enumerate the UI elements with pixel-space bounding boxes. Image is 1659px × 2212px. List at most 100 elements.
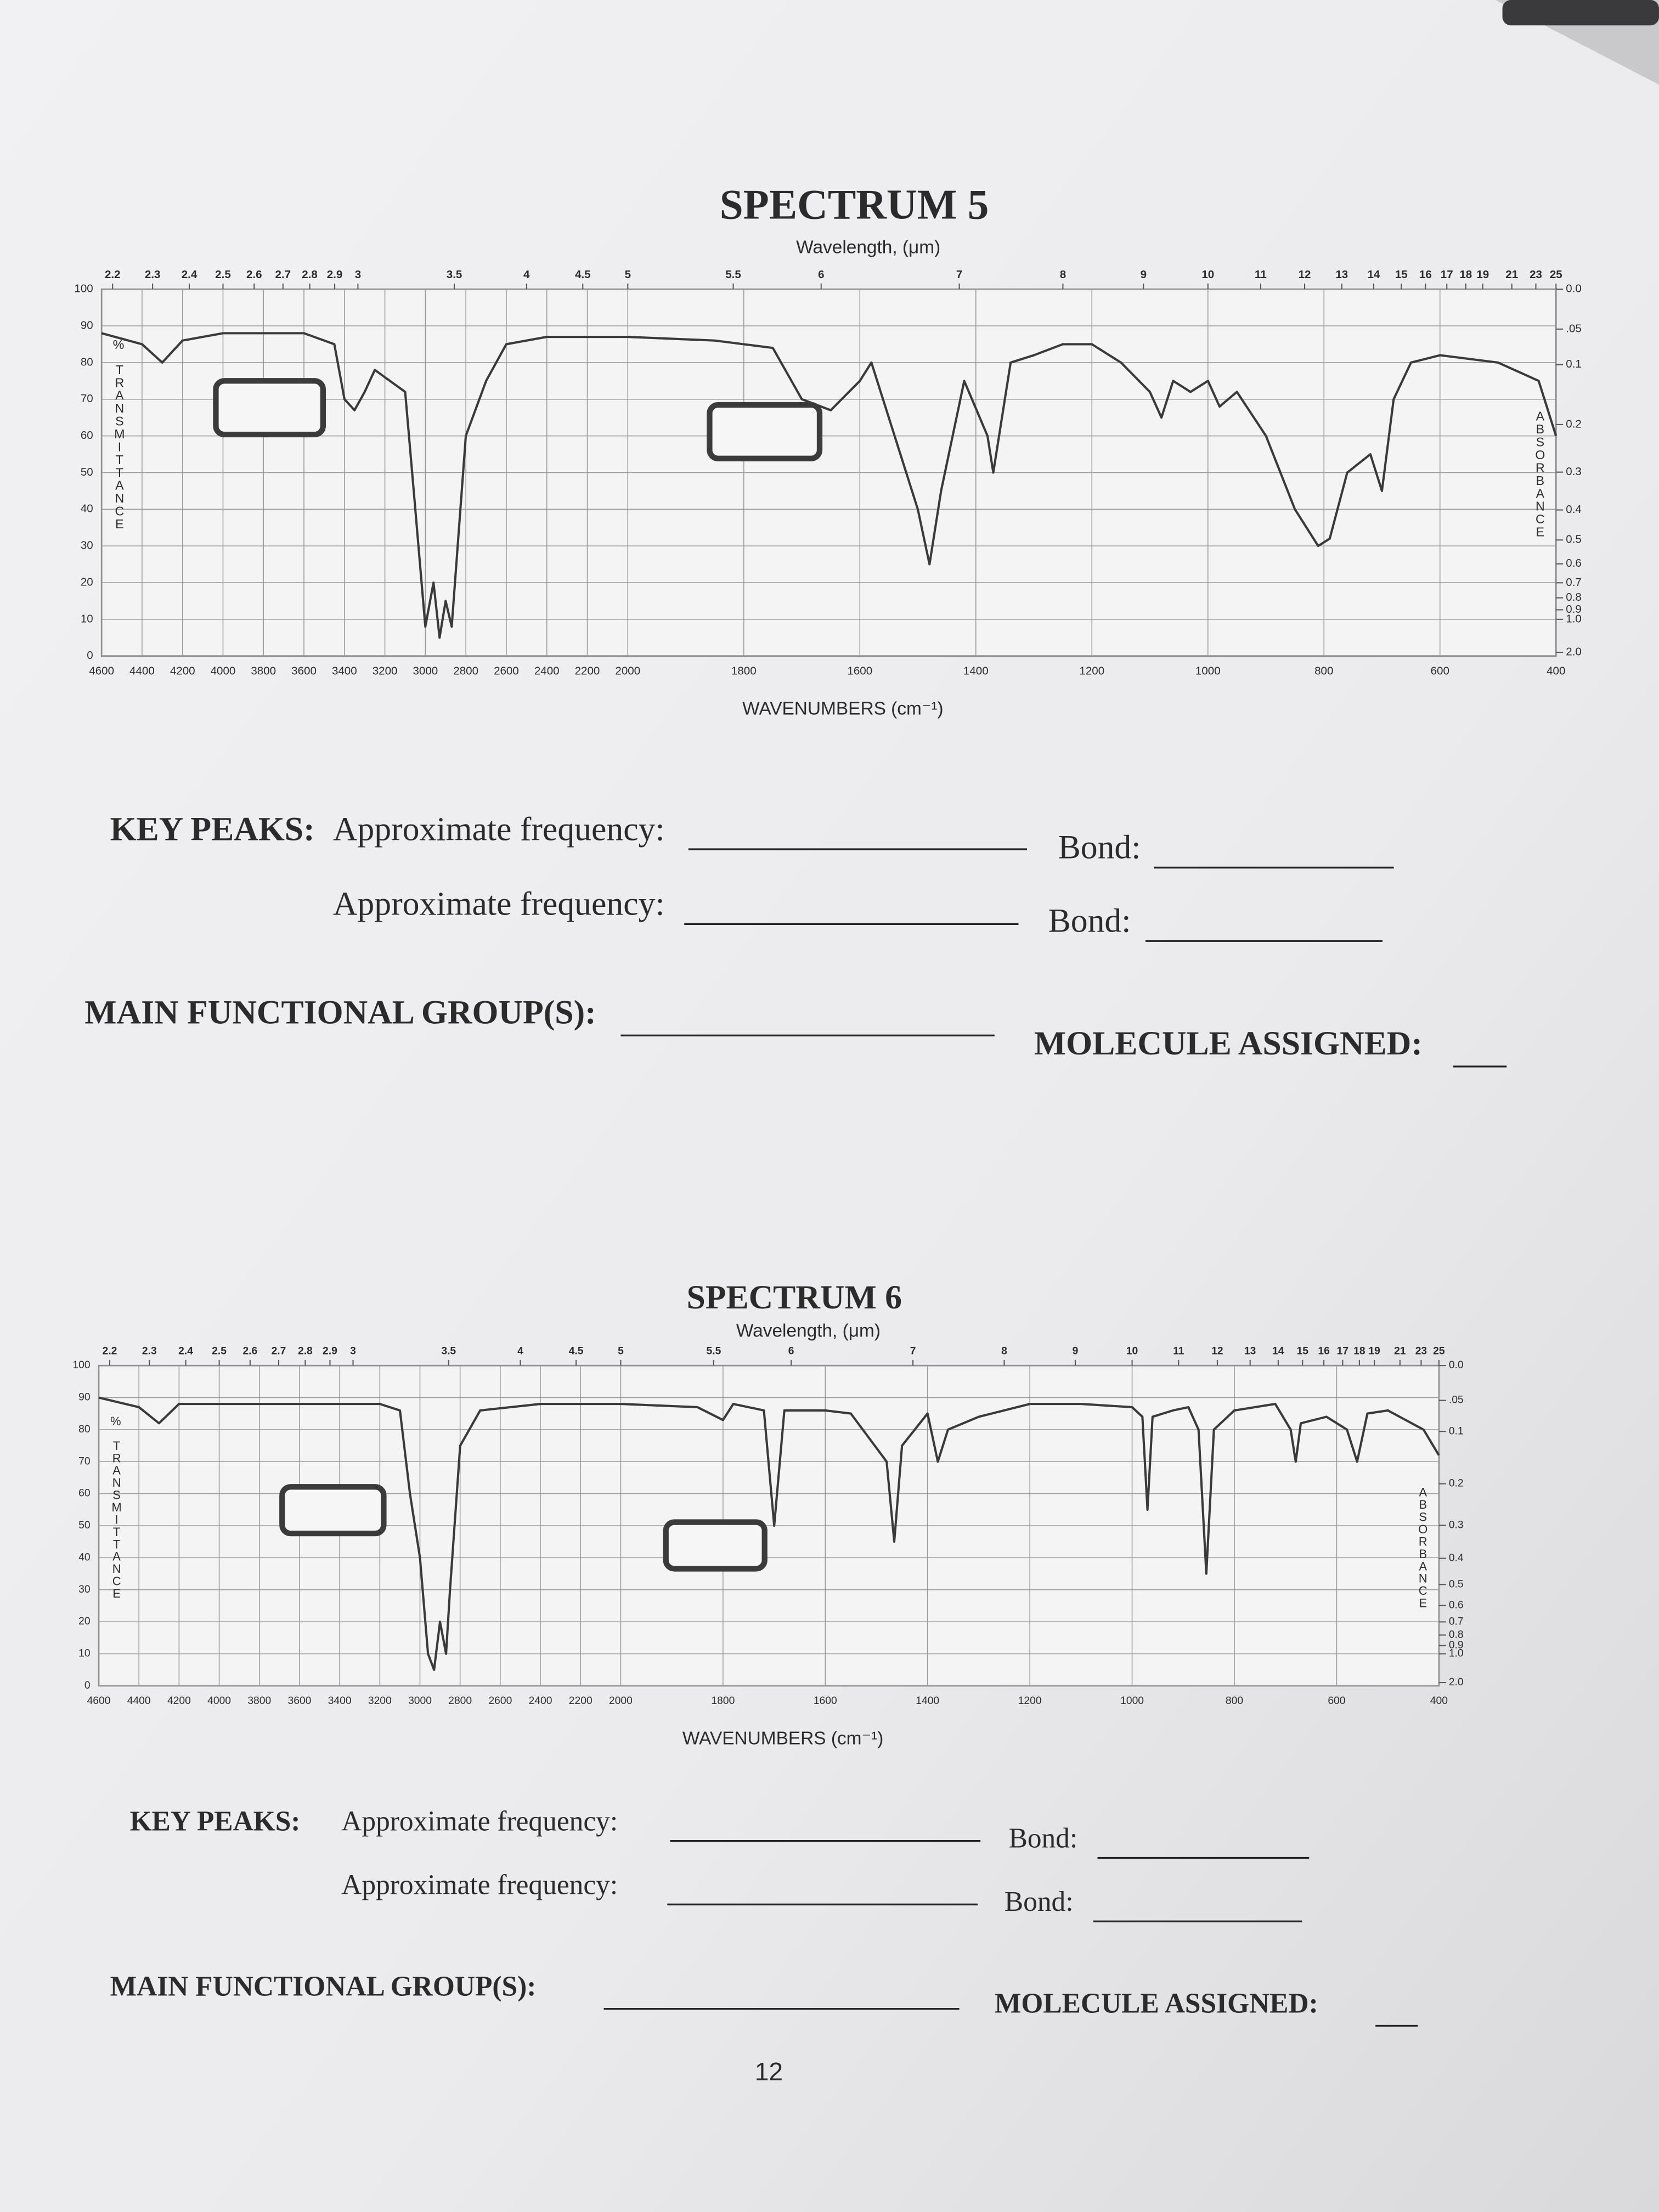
x-tick-label: 400 — [1547, 664, 1565, 677]
y2-tick-label: 0.2 — [1566, 417, 1582, 430]
y2-tick-label: 0.9 — [1449, 1639, 1464, 1651]
x-tick-label: 3000 — [408, 1695, 432, 1707]
x-tick-label: 4200 — [170, 664, 195, 677]
x-tick-label: 3600 — [291, 664, 317, 677]
x2-tick-label: 3.5 — [447, 268, 462, 281]
x2-tick-label: 2.2 — [103, 1346, 117, 1357]
x2-tick-label: 8 — [1060, 268, 1066, 281]
y-tick-label: 30 — [78, 1584, 90, 1595]
x2-tick-label: 14 — [1367, 268, 1380, 281]
y2-tick-label: .05 — [1566, 322, 1582, 335]
x2-tick-label: 9 — [1073, 1346, 1079, 1357]
y2-tick-label: 0.7 — [1449, 1616, 1464, 1627]
y2-tick-label: 0.3 — [1566, 465, 1582, 478]
x2-tick-label: 13 — [1335, 268, 1348, 281]
x-tick-label: 2600 — [494, 664, 519, 677]
x2-tick-label: 10 — [1201, 268, 1214, 281]
x2-tick-label: 15 — [1297, 1346, 1309, 1357]
functional-group-label: MAIN FUNCTIONAL GROUP(S): — [84, 994, 596, 1031]
y-tick-label: 100 — [74, 283, 93, 295]
y2-tick-label: 0.3 — [1449, 1519, 1464, 1531]
answer-box — [279, 1484, 387, 1537]
y2-tick-label: 0.4 — [1566, 503, 1582, 516]
y-tick-label: 60 — [81, 429, 93, 442]
x2-tick-label: 4.5 — [569, 1346, 584, 1357]
y-tick-label: 70 — [81, 392, 93, 405]
x2-tick-label: 17 — [1337, 1346, 1348, 1357]
y-tick-label: 50 — [78, 1520, 90, 1531]
x2-tick-label: 11 — [1173, 1346, 1184, 1357]
x2-tick-label: 2.8 — [298, 1346, 313, 1357]
y2-tick-label: 0.0 — [1449, 1359, 1464, 1371]
y-tick-label: 80 — [78, 1424, 90, 1435]
y-tick-label: 30 — [81, 539, 93, 552]
y2-tick-label: 0.4 — [1449, 1553, 1464, 1564]
y-axis-label: TRANSMITTANCE — [112, 363, 127, 530]
x2-tick-label: 2.7 — [272, 1346, 286, 1357]
x2-tick-label: 18 — [1459, 268, 1472, 281]
x-tick-label: 1200 — [1018, 1695, 1042, 1707]
y2-tick-label: 0.1 — [1566, 358, 1582, 370]
y2-tick-label: 0.9 — [1566, 603, 1582, 616]
x-tick-label: 4400 — [129, 664, 155, 677]
x-tick-label: 800 — [1226, 1695, 1243, 1707]
y2-tick-label: 0.2 — [1449, 1478, 1464, 1489]
x2-tick-label: 6 — [788, 1346, 794, 1357]
y2-tick-label: 0.1 — [1449, 1425, 1464, 1437]
y2-tick-label: .05 — [1449, 1395, 1464, 1406]
x2-tick-label: 2.6 — [246, 268, 262, 281]
x2-tick-label: 3 — [350, 1346, 356, 1357]
x2-tick-label: 2.2 — [105, 268, 121, 281]
x2-tick-label: 2.9 — [323, 1346, 337, 1357]
x2-tick-label: 14 — [1272, 1346, 1284, 1357]
y-tick-label: 80 — [81, 356, 93, 368]
y-axis-unit: % — [113, 337, 125, 352]
key-peaks-label: KEY PEAKS: — [130, 1806, 301, 1837]
x-tick-label: 2200 — [569, 1695, 592, 1707]
frequency-label: Approximate frequency: — [333, 885, 665, 923]
x-tick-label: 3400 — [332, 664, 357, 677]
x2-tick-label: 2.3 — [145, 268, 161, 281]
page-number: 12 — [755, 2057, 783, 2086]
x2-tick-label: 2.8 — [302, 268, 318, 281]
x2-tick-label: 13 — [1244, 1346, 1256, 1357]
answer-box — [213, 378, 326, 438]
x2-tick-label: 2.5 — [212, 1346, 227, 1357]
wavelength-axis-label: Wavelength, (μm) — [736, 1321, 881, 1341]
spectrum-line — [101, 332, 1558, 639]
x-tick-label: 1000 — [1195, 664, 1221, 677]
x2-tick-label: 16 — [1419, 268, 1432, 281]
x-tick-label: 1600 — [847, 664, 872, 677]
y2-tick-label: 0.7 — [1566, 576, 1582, 589]
background-object — [1502, 0, 1659, 26]
y-tick-label: 70 — [78, 1455, 90, 1467]
x-tick-label: 2000 — [609, 1695, 633, 1707]
x2-tick-label: 4 — [523, 268, 530, 281]
x2-tick-label: 16 — [1318, 1346, 1330, 1357]
x2-tick-label: 5.5 — [725, 268, 741, 281]
x2-tick-label: 23 — [1415, 1346, 1427, 1357]
y-tick-label: 100 — [72, 1359, 90, 1371]
x-tick-label: 4400 — [127, 1695, 151, 1707]
x2-tick-label: 21 — [1394, 1346, 1406, 1357]
y2-tick-label: 0.5 — [1449, 1578, 1464, 1590]
x-tick-label: 1200 — [1079, 664, 1104, 677]
x-tick-label: 2000 — [615, 664, 640, 677]
x2-tick-label: 5 — [625, 268, 631, 281]
x-tick-label: 1000 — [1120, 1695, 1144, 1707]
answer-box — [663, 1519, 768, 1572]
x2-tick-label: 12 — [1211, 1346, 1223, 1357]
y-tick-label: 0 — [84, 1680, 91, 1691]
x-tick-label: 600 — [1431, 664, 1449, 677]
x2-tick-label: 17 — [1441, 268, 1453, 281]
y2-tick-label: 0.6 — [1449, 1599, 1464, 1611]
x2-tick-label: 25 — [1433, 1346, 1445, 1357]
x-tick-label: 4200 — [167, 1695, 191, 1707]
y2-tick-label: 0.8 — [1566, 591, 1582, 603]
functional-group-label: MAIN FUNCTIONAL GROUP(S): — [110, 1971, 537, 2002]
bond-label: Bond: — [1005, 1886, 1074, 1917]
frequency-label: Approximate frequency: — [333, 810, 665, 848]
key-peaks-label: KEY PEAKS: — [110, 810, 315, 848]
x-tick-label: 3800 — [251, 664, 276, 677]
y-tick-label: 20 — [81, 575, 93, 588]
